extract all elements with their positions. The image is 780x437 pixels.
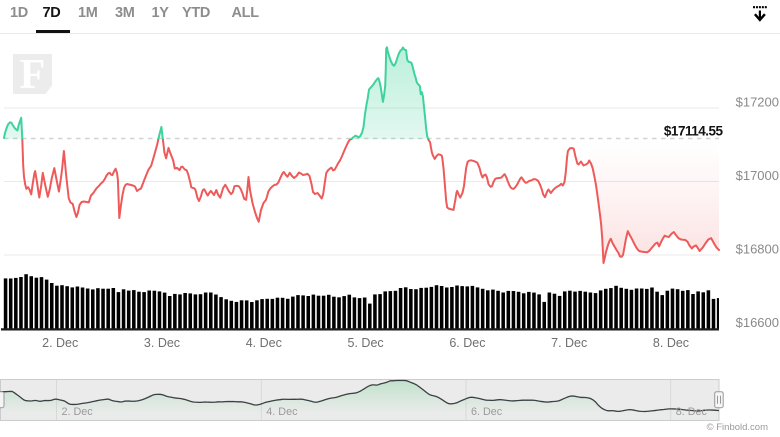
- svg-text:6. Dec: 6. Dec: [449, 336, 485, 350]
- svg-text:8. Dec: 8. Dec: [676, 406, 708, 418]
- svg-text:$17200: $17200: [736, 95, 779, 110]
- svg-text:2. Dec: 2. Dec: [42, 336, 78, 350]
- svg-text:6. Dec: 6. Dec: [471, 406, 503, 418]
- svg-text:8. Dec: 8. Dec: [653, 336, 689, 350]
- svg-text:$17114.55: $17114.55: [664, 124, 724, 139]
- svg-text:4. Dec: 4. Dec: [246, 336, 282, 350]
- svg-text:5. Dec: 5. Dec: [348, 336, 384, 350]
- svg-text:2. Dec: 2. Dec: [62, 406, 94, 418]
- svg-text:3. Dec: 3. Dec: [144, 336, 180, 350]
- svg-text:4. Dec: 4. Dec: [266, 406, 298, 418]
- svg-text:© Finbold.com: © Finbold.com: [707, 422, 768, 433]
- svg-text:$16800: $16800: [736, 242, 779, 257]
- svg-text:$16600: $16600: [736, 315, 779, 330]
- svg-text:$17000: $17000: [736, 168, 779, 183]
- svg-text:7. Dec: 7. Dec: [551, 336, 587, 350]
